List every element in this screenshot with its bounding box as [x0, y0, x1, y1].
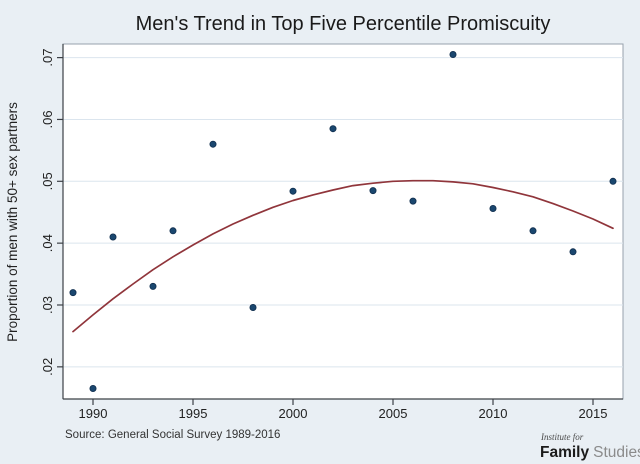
logo-family-text: Family [540, 444, 589, 461]
data-point [329, 125, 337, 133]
x-axis: 1990 1995 2000 2005 2010 2015 [63, 398, 623, 421]
ifs-logo: Institute for Family Studies [540, 432, 640, 461]
y-tick-label: .05 [40, 172, 55, 190]
x-tick-label: 1990 [79, 406, 108, 421]
data-point [609, 177, 617, 185]
scatter-points [69, 51, 617, 392]
data-point [209, 140, 217, 148]
logo-wordmark: Family Studies [540, 444, 640, 461]
plot-area [62, 43, 624, 400]
y-tick-label: .02 [40, 358, 55, 376]
data-point [169, 227, 177, 235]
gridlines [63, 57, 623, 368]
data-point [569, 248, 577, 256]
y-axis-label: Proportion of men with 50+ sex partners [5, 102, 20, 342]
x-tick-label: 2010 [479, 406, 508, 421]
data-point [89, 384, 97, 392]
data-point [449, 51, 457, 59]
y-tick-label: .06 [40, 110, 55, 128]
y-tick-label: .04 [40, 234, 55, 252]
source-note: Source: General Social Survey 1989-2016 [65, 429, 280, 441]
logo-studies-text: Studies [593, 444, 640, 461]
data-point [409, 197, 417, 205]
x-tick-label: 2005 [379, 406, 408, 421]
x-tick-label: 2015 [579, 406, 608, 421]
data-point [529, 227, 537, 235]
y-tick-label: .07 [40, 49, 55, 67]
trend-line [72, 179, 614, 333]
logo-institute-for-text: Institute for [540, 432, 584, 442]
data-point [69, 289, 77, 297]
x-tick-label: 2000 [279, 406, 308, 421]
data-point [489, 204, 497, 212]
x-tick-label: 1995 [179, 406, 208, 421]
data-point [109, 233, 117, 241]
data-point [249, 303, 257, 311]
chart-title: Men's Trend in Top Five Percentile Promi… [136, 13, 551, 35]
data-point [369, 187, 377, 195]
y-axis: .02 .03 .04 .05 .06 .07 [40, 44, 64, 399]
data-point [149, 282, 157, 290]
data-point [289, 187, 297, 195]
y-tick-label: .03 [40, 296, 55, 314]
